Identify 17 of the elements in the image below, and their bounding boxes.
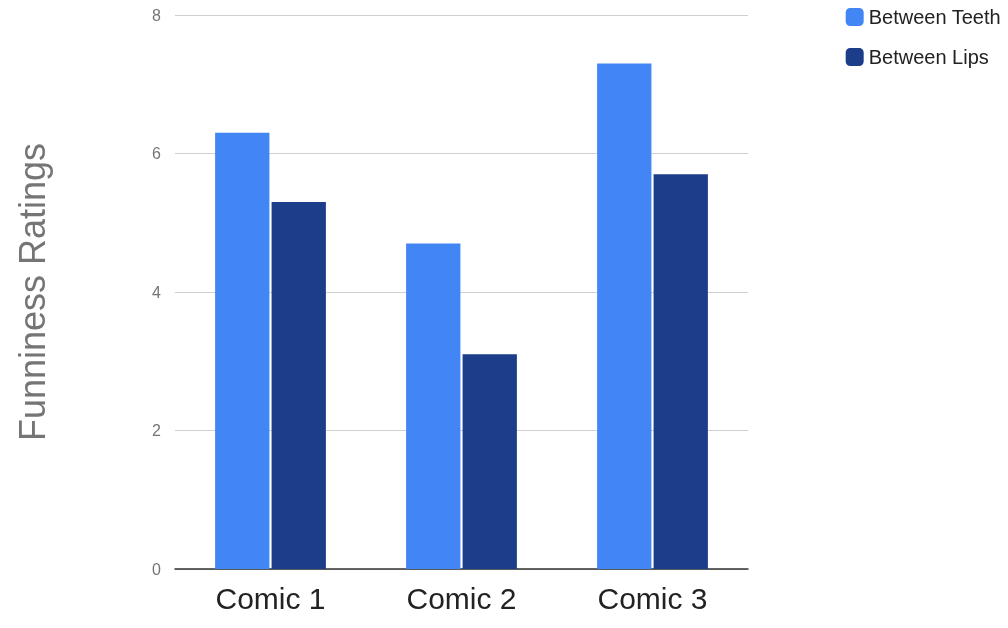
x-tick-label: Comic 3 [597,581,708,615]
y-tick-label: 2 [152,422,162,439]
bar [653,174,708,569]
x-tick-label: Comic 2 [406,581,517,615]
bar [215,132,270,569]
y-tick-label: 6 [152,145,162,162]
y-tick-label: 8 [152,6,162,24]
bar [406,243,461,569]
y-axis-title: Funniness Ratings [11,142,53,442]
x-tick-label: Comic 1 [215,581,326,615]
legend-label: Between Teeth [868,6,1001,28]
y-tick-label: 4 [152,283,162,301]
y-tick-label: 0 [152,560,162,578]
bar [597,63,652,569]
bar [271,201,326,569]
bar [462,354,517,569]
legend-label: Between Lips [868,46,989,68]
